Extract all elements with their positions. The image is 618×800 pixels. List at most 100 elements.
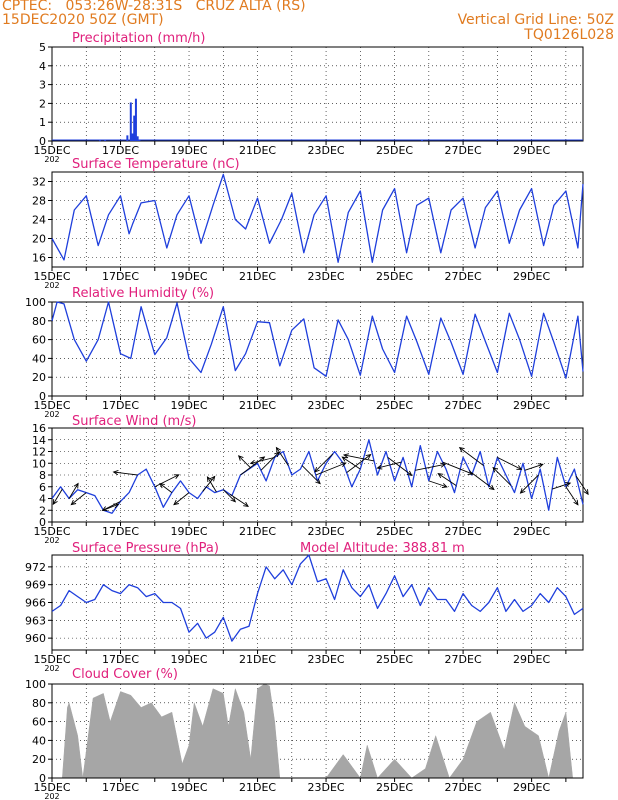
wind-ytick-label: 10 <box>32 457 46 470</box>
pressure-xtick-label: 23DEC <box>308 653 345 666</box>
cloud-year-label: 202 <box>44 792 59 800</box>
wind-vector-head <box>340 462 347 468</box>
cloud-ytick-label: 80 <box>32 697 46 710</box>
rh-title: Relative Humidity (%) <box>72 286 214 301</box>
wind-vector-head <box>237 455 244 461</box>
wind-vector <box>238 455 252 469</box>
wind-vector-head <box>565 482 572 487</box>
pressure-xtick-label: 29DEC <box>513 653 550 666</box>
wind-xtick-label: 25DEC <box>376 525 413 538</box>
temp-year-label: 202 <box>44 281 59 290</box>
wind-vector-head <box>441 483 448 488</box>
pressure-line <box>51 554 584 642</box>
wind-vector-head <box>315 478 321 485</box>
wind-ytick-label: 6 <box>39 481 46 494</box>
temp-ytick-label: 32 <box>32 176 46 189</box>
wind-vector <box>469 471 495 490</box>
precip-xtick-label: 19DEC <box>170 144 207 157</box>
wind-vector <box>173 492 190 505</box>
wind-vector-head <box>249 459 256 465</box>
header-grid-line: Vertical Grid Line: 50Z <box>457 12 614 28</box>
pressure-title: Surface Pressure (hPa) <box>72 541 219 556</box>
cloud-ytick-label: 60 <box>32 716 46 729</box>
precip-bar <box>104 140 107 141</box>
pressure-subtitle: Model Altitude: 388.81 m <box>300 541 465 556</box>
wind-vector <box>70 492 87 505</box>
pressure-ytick-label: 969 <box>25 579 46 592</box>
cloud-xtick-label: 15DEC <box>33 781 70 794</box>
wind-vector-head <box>173 474 180 479</box>
precip-xtick-label: 23DEC <box>308 144 345 157</box>
precip-bar <box>134 98 137 141</box>
wind-vector <box>552 482 571 490</box>
temp-title: Surface Temperature (nC) <box>72 157 240 172</box>
temp-ytick-label: 16 <box>32 252 46 265</box>
wind-vector-head <box>365 453 372 460</box>
wind-vector <box>202 476 216 492</box>
temp-xtick-label: 21DEC <box>239 270 276 283</box>
precip-xtick-label: 17DEC <box>102 144 139 157</box>
precip-ytick-label: 5 <box>39 41 46 54</box>
wind-ytick-label: 8 <box>39 469 46 482</box>
wind_speed-line <box>51 439 584 514</box>
wind-vector <box>68 483 79 499</box>
pressure-year-label: 202 <box>44 664 59 673</box>
precip-ytick-label: 0 <box>39 135 46 148</box>
rh-ytick-label: 20 <box>32 371 46 384</box>
cloud-ytick-label: 20 <box>32 753 46 766</box>
precip-bar <box>420 140 423 141</box>
wind-vector <box>442 461 473 475</box>
wind-vector <box>492 467 512 486</box>
precip-bar <box>129 102 132 141</box>
cloud-area <box>52 683 583 779</box>
cloud-ytick-label: 0 <box>39 772 46 785</box>
wind-vector <box>437 473 457 486</box>
wind-vector <box>346 454 371 474</box>
cloud-xtick-label: 19DEC <box>170 781 207 794</box>
precip-bar <box>496 140 499 141</box>
wind-xtick-label: 29DEC <box>513 525 550 538</box>
precip-xtick-label: 25DEC <box>376 144 413 157</box>
wind-xtick-label: 17DEC <box>102 525 139 538</box>
wind-vector <box>575 475 589 495</box>
wind-vector-head <box>440 462 447 468</box>
rh-ytick-label: 40 <box>32 352 46 365</box>
pressure-xtick-label: 19DEC <box>170 653 207 666</box>
wind-xtick-label: 15DEC <box>33 525 70 538</box>
pressure-ytick-label: 960 <box>25 632 46 645</box>
wind-vector-head <box>314 466 320 473</box>
pressure-xtick-label: 21DEC <box>239 653 276 666</box>
temp-line <box>51 173 584 263</box>
wind-vector <box>276 447 289 466</box>
wind-year-label: 202 <box>44 536 59 545</box>
cloud-xtick-label: 21DEC <box>239 781 276 794</box>
pressure-ytick-label: 972 <box>25 561 46 574</box>
wind-xtick-label: 23DEC <box>308 525 345 538</box>
precip-xtick-label: 29DEC <box>513 144 550 157</box>
wind-vector-head <box>519 488 526 494</box>
wind-vector <box>154 474 179 488</box>
wind-title: Surface Wind (m/s) <box>72 414 196 429</box>
wind-vector <box>497 456 522 470</box>
wind-ytick-label: 4 <box>39 493 46 506</box>
temp-ytick-label: 28 <box>32 195 46 208</box>
precip-ytick-label: 1 <box>39 116 46 129</box>
header-date: 15DEC2020 50Z (GMT) <box>2 12 164 28</box>
pressure-ytick-label: 963 <box>25 614 46 627</box>
wind-ytick-label: 0 <box>39 516 46 529</box>
wind-frame <box>51 427 584 523</box>
rh-ytick-label: 80 <box>32 315 46 328</box>
wind-vector <box>343 454 375 462</box>
wind-vector <box>315 462 346 476</box>
wind-vector-head <box>492 466 498 473</box>
rh-line <box>51 301 584 379</box>
cloud-xtick-label: 17DEC <box>102 781 139 794</box>
wind-vector <box>415 463 446 471</box>
rh-xtick-label: 15DEC <box>33 399 70 412</box>
rh-ytick-label: 60 <box>32 334 46 347</box>
wind-vector <box>377 461 402 469</box>
wind-vector-head <box>488 484 495 491</box>
wind-vector-head <box>406 470 413 477</box>
wind-vector-head <box>243 501 249 507</box>
cloud-ytick-label: 40 <box>32 734 46 747</box>
